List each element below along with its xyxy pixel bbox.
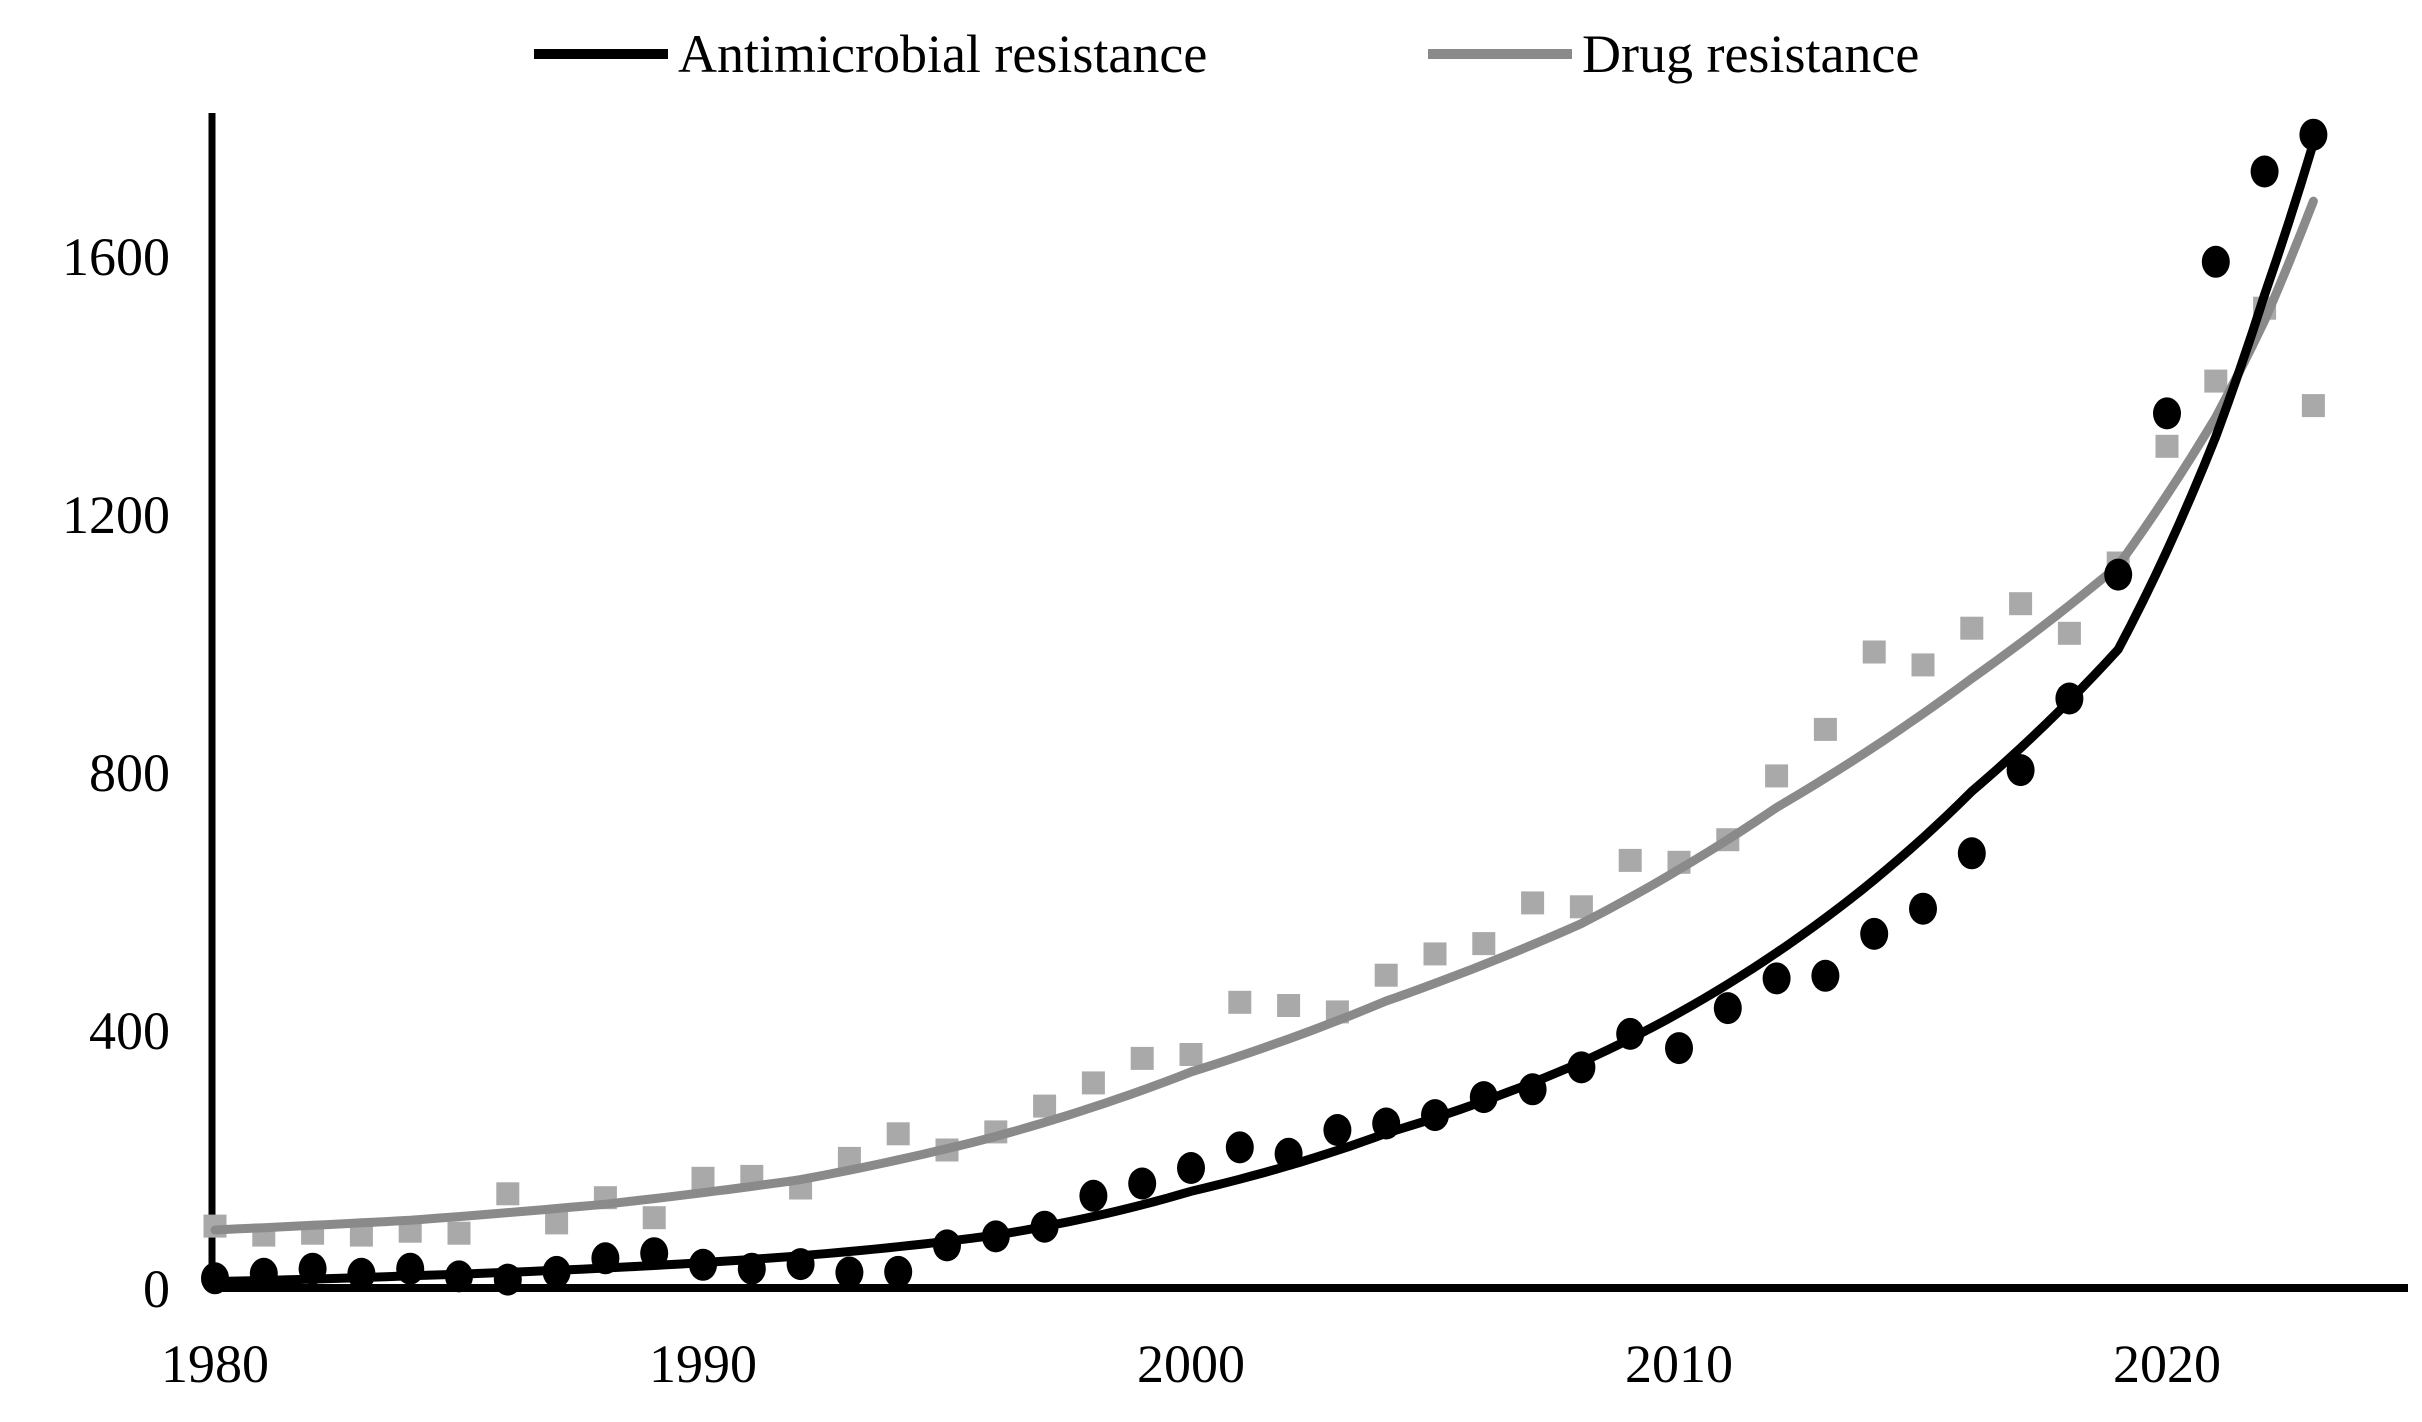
- data-point-square: [1960, 616, 1984, 640]
- data-point-square: [545, 1211, 569, 1235]
- data-point-square: [1862, 640, 1886, 664]
- data-point-square: [1228, 990, 1252, 1014]
- x-tick-label: 2020: [2113, 1334, 2221, 1394]
- data-point-square: [1374, 963, 1398, 987]
- y-tick-label: 400: [89, 1001, 170, 1061]
- x-tick-label: 1990: [649, 1334, 757, 1394]
- y-axis-tick-labels: 0 400 800 1200 1600: [62, 227, 170, 1319]
- data-point-square: [1521, 891, 1545, 915]
- data-point-square: [1081, 1071, 1105, 1095]
- x-tick-label: 2010: [1625, 1334, 1733, 1394]
- data-point-circle: [2299, 118, 2328, 151]
- data-point-square: [1033, 1094, 1057, 1118]
- y-tick-label: 0: [143, 1259, 170, 1319]
- axes: [208, 113, 2408, 1292]
- data-point-circle: [493, 1263, 522, 1296]
- y-tick-label: 800: [89, 743, 170, 803]
- data-point-square: [2009, 592, 2033, 616]
- data-point-circle: [1225, 1131, 1254, 1164]
- data-point-circle: [298, 1252, 327, 1285]
- data-point-circle: [786, 1248, 815, 1281]
- data-point-circle: [1909, 892, 1937, 925]
- data-point-square: [691, 1166, 715, 1190]
- data-point-square: [1179, 1043, 1203, 1066]
- data-point-circle: [981, 1220, 1010, 1253]
- data-point-circle: [933, 1229, 961, 1262]
- data-point-circle: [2055, 682, 2084, 715]
- data-point-circle: [249, 1257, 278, 1290]
- data-point-square: [1472, 932, 1496, 956]
- data-point-square: [398, 1219, 422, 1243]
- antimicrobial-resistance-trend-line: [210, 138, 2318, 1286]
- data-point-circle: [2104, 558, 2133, 591]
- data-point-circle: [1957, 837, 1986, 870]
- data-point-square: [1911, 653, 1935, 677]
- data-point-circle: [1177, 1152, 1205, 1184]
- data-point-circle: [1323, 1114, 1352, 1146]
- data-point-circle: [689, 1248, 717, 1281]
- data-point-circle: [1860, 917, 1889, 950]
- data-point-circle: [591, 1242, 620, 1275]
- data-point-circle: [1518, 1073, 1547, 1106]
- x-tick-label: 1980: [161, 1334, 269, 1394]
- data-point-circle: [1567, 1051, 1596, 1084]
- data-point-circle: [445, 1260, 473, 1293]
- data-point-circle: [1811, 959, 1840, 992]
- data-point-circle: [835, 1256, 864, 1289]
- data-point-square: [837, 1146, 861, 1170]
- data-point-square: [886, 1122, 910, 1146]
- y-tick-label: 1600: [62, 227, 170, 287]
- data-point-square: [496, 1182, 520, 1206]
- trend-lines: [210, 138, 2318, 1286]
- data-point-circle: [2201, 245, 2230, 278]
- data-point-square: [447, 1221, 471, 1245]
- antimicrobial-resistance-points: [201, 118, 2328, 1296]
- x-tick-label: 2000: [1137, 1334, 1245, 1394]
- data-point-square: [1765, 764, 1789, 788]
- data-point-circle: [396, 1252, 425, 1285]
- data-point-circle: [542, 1255, 571, 1288]
- data-point-square: [642, 1206, 666, 1230]
- data-point-circle: [1079, 1179, 1108, 1212]
- data-point-circle: [737, 1252, 766, 1285]
- data-point-square: [1423, 942, 1447, 966]
- data-point-square: [1618, 848, 1642, 872]
- data-point-square: [349, 1223, 373, 1247]
- data-point-circle: [1030, 1210, 1059, 1243]
- data-point-circle: [2153, 397, 2181, 430]
- legend-label-drug-resistance: Drug resistance: [1582, 24, 1919, 84]
- data-point-square: [1813, 717, 1837, 741]
- data-point-square: [1569, 895, 1593, 919]
- data-point-circle: [2006, 754, 2035, 787]
- legend-label-antimicrobial-resistance: Antimicrobial resistance: [678, 24, 1207, 84]
- legend: Antimicrobial resistance Drug resistance: [534, 24, 1919, 84]
- data-point-circle: [1665, 1032, 1693, 1065]
- data-point-circle: [2250, 155, 2279, 188]
- data-point-circle: [640, 1237, 669, 1270]
- y-tick-label: 1200: [62, 485, 170, 545]
- data-point-circle: [1372, 1107, 1401, 1140]
- data-point-square: [1130, 1046, 1154, 1070]
- data-point-square: [2155, 434, 2179, 458]
- data-point-square: [2301, 394, 2325, 418]
- data-point-circle: [347, 1257, 376, 1290]
- data-point-circle: [1421, 1099, 1449, 1132]
- data-point-circle: [1616, 1017, 1645, 1050]
- data-point-circle: [201, 1262, 229, 1295]
- data-point-square: [2057, 621, 2081, 645]
- data-point-circle: [1128, 1167, 1157, 1200]
- data-point-circle: [884, 1255, 913, 1288]
- x-axis-tick-labels: 1980 1990 2000 2010 2020: [161, 1334, 2221, 1394]
- data-point-circle: [1713, 992, 1742, 1025]
- data-point-square: [1277, 994, 1301, 1017]
- drug-resistance-trend-line: [210, 196, 2318, 1235]
- data-point-circle: [1762, 962, 1791, 995]
- data-point-circle: [1469, 1081, 1498, 1114]
- data-point-circle: [1274, 1137, 1303, 1170]
- data-point-square: [2204, 369, 2228, 393]
